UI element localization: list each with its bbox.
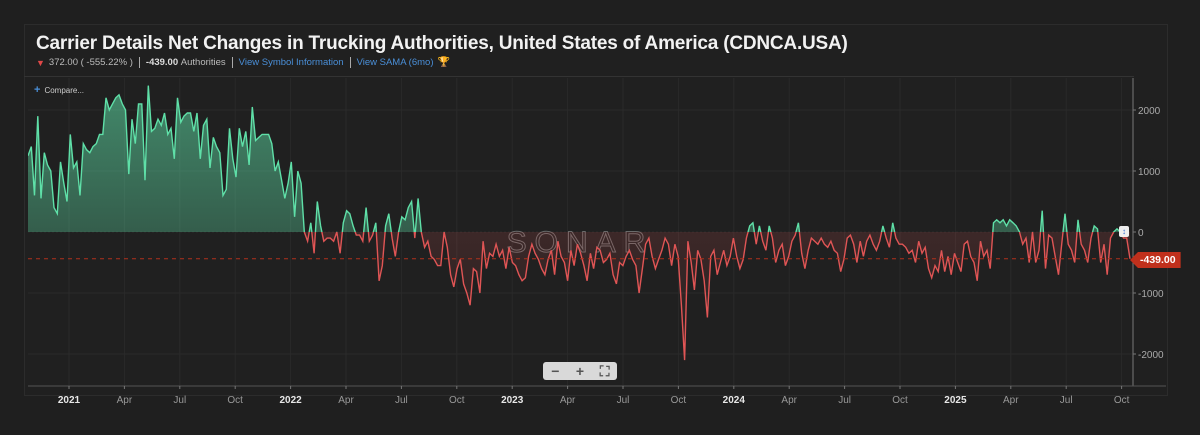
view-sama-link[interactable]: View SAMA (6mo) <box>356 57 434 68</box>
x-tick-label: 2024 <box>723 395 746 406</box>
event-marker-icon[interactable]: ↕ <box>1119 226 1129 237</box>
change-value: 372.00 ( -555.22% ) <box>48 57 133 68</box>
unit-label: Authorities <box>180 57 226 68</box>
positive-line <box>28 85 1121 232</box>
x-tick-label: Apr <box>560 395 576 406</box>
y-tick-label: 0 <box>1138 228 1144 239</box>
x-tick-label: Jul <box>617 395 630 406</box>
negative-line <box>303 232 1131 361</box>
zoom-out-button[interactable]: − <box>551 363 560 379</box>
x-tick-label: 2022 <box>279 395 302 406</box>
chart-header: Carrier Details Net Changes in Trucking … <box>24 24 1134 77</box>
y-tick-label: -2000 <box>1138 350 1164 361</box>
summary-line: ▼ 372.00 ( -555.22% ) -439.00 Authoritie… <box>36 57 450 68</box>
last-value: -439.00 <box>145 57 179 68</box>
x-tick-label: Oct <box>227 395 243 406</box>
x-tick-label: Oct <box>892 395 908 406</box>
last-value-label: -439.00 <box>1130 252 1181 268</box>
compare-button[interactable]: + Compare... <box>34 84 84 96</box>
x-tick-label: Jul <box>838 395 851 406</box>
separator <box>349 57 351 68</box>
chart-title: Carrier Details Net Changes in Trucking … <box>36 33 848 54</box>
plus-icon: + <box>34 84 41 96</box>
x-tick-label: Jul <box>395 395 408 406</box>
x-tick-label: Oct <box>449 395 465 406</box>
x-tick-label: Apr <box>781 395 797 406</box>
x-tick-label: Apr <box>338 395 354 406</box>
x-tick-label: Jul <box>1060 395 1073 406</box>
y-tick-label: -1000 <box>1138 289 1164 300</box>
x-tick-label: Oct <box>1114 395 1130 406</box>
separator <box>231 57 233 68</box>
compare-label: Compare... <box>44 85 85 95</box>
x-tick-label: Oct <box>671 395 687 406</box>
down-arrow-icon: ▼ <box>36 57 45 68</box>
x-tick-label: 2023 <box>501 395 524 406</box>
x-tick-label: 2021 <box>58 395 81 406</box>
x-tick-label: Apr <box>1003 395 1019 406</box>
y-tick-label: 1000 <box>1138 167 1161 178</box>
zoom-in-button[interactable]: + <box>575 363 585 379</box>
x-tick-label: Apr <box>117 395 133 406</box>
zoom-controls: − + ⛶ <box>543 362 617 380</box>
separator <box>138 57 140 68</box>
y-tick-label: 2000 <box>1138 106 1161 117</box>
x-tick-label: Jul <box>173 395 186 406</box>
view-symbol-information-link[interactable]: View Symbol Information <box>238 57 344 68</box>
trophy-icon[interactable]: 🏆 <box>437 57 450 68</box>
fullscreen-button[interactable]: ⛶ <box>599 362 610 379</box>
x-tick-label: 2025 <box>944 395 967 406</box>
